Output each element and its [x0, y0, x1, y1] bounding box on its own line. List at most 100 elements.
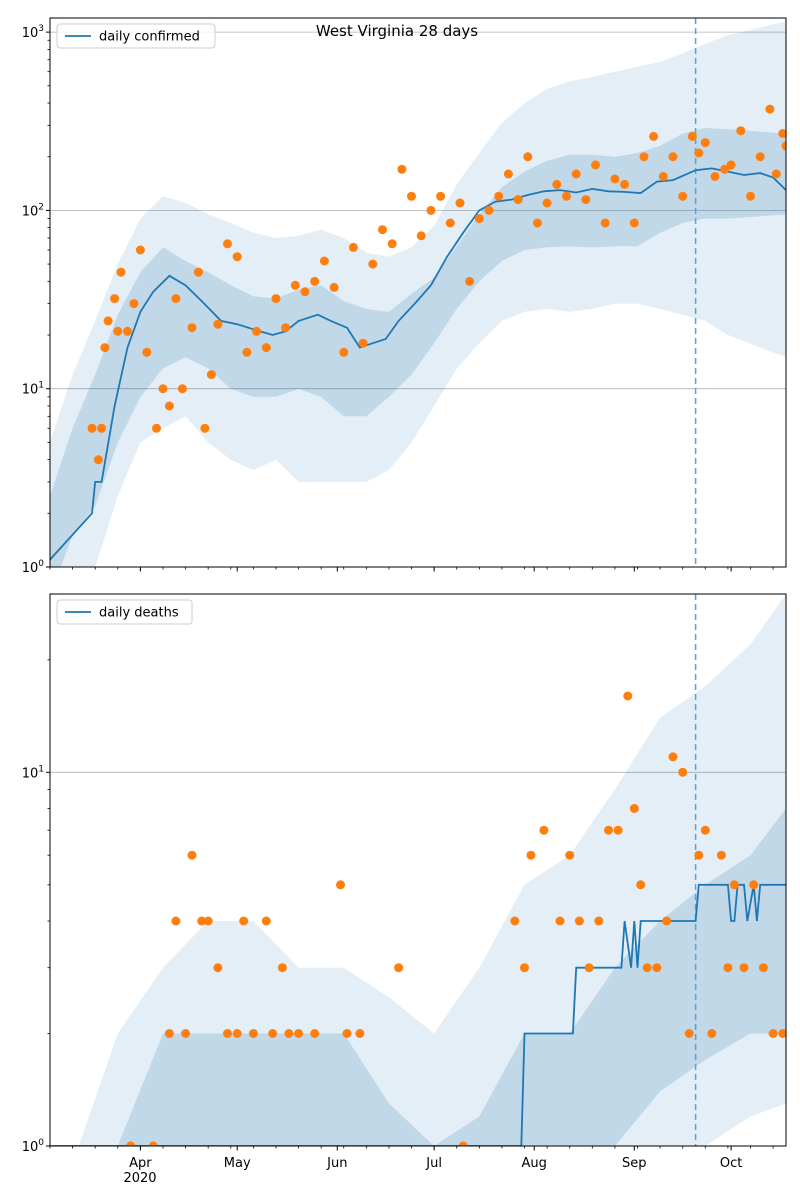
observed-point — [658, 172, 668, 181]
observed-point — [503, 169, 513, 179]
observed-point — [239, 916, 249, 926]
observed-point — [113, 326, 123, 336]
observed-point — [778, 1029, 786, 1038]
observed-point — [261, 343, 271, 353]
observed-point — [707, 1029, 717, 1038]
observed-point — [510, 916, 520, 926]
observed-point — [407, 191, 416, 201]
observed-point — [781, 141, 786, 151]
observed-point — [716, 850, 726, 860]
band-inner — [117, 808, 786, 1146]
observed-point — [126, 1141, 136, 1146]
observed-point — [171, 294, 181, 304]
x-tick-label: Oct — [720, 1156, 742, 1171]
y-tick-label: 101 — [22, 764, 44, 781]
band-outer — [78, 594, 786, 1146]
observed-point — [368, 259, 378, 269]
observed-point — [129, 299, 139, 309]
observed-point — [513, 195, 523, 205]
observed-point — [271, 294, 281, 304]
observed-point — [523, 152, 533, 162]
observed-point — [319, 256, 329, 266]
legend-box — [56, 599, 193, 625]
observed-point — [604, 825, 613, 835]
observed-point — [629, 218, 639, 228]
observed-point — [710, 172, 720, 181]
observed-point — [778, 129, 786, 138]
observed-point — [261, 916, 271, 926]
confirmed-panel: 100 101 102 103 daily confirmed — [22, 17, 787, 576]
plot-area — [50, 594, 786, 1146]
y-tick-label: 102 — [22, 202, 44, 219]
observed-point — [768, 1029, 778, 1038]
observed-point — [355, 1029, 365, 1038]
observed-point — [123, 326, 132, 336]
observed-point — [465, 276, 475, 286]
observed-point — [694, 148, 704, 158]
legend: daily confirmed — [56, 23, 216, 49]
y-tick-label: 100 — [22, 559, 45, 576]
observed-point — [103, 316, 113, 326]
observed-point — [290, 280, 300, 290]
observed-point — [668, 752, 678, 762]
observed-point — [110, 294, 120, 304]
axes-frame — [49, 17, 787, 568]
observed-point — [223, 1029, 232, 1038]
observed-point — [445, 218, 455, 228]
observed-point — [765, 104, 775, 114]
observed-point — [135, 245, 145, 255]
x-tick-label: Apr — [129, 1156, 152, 1171]
observed-point — [620, 179, 630, 189]
observed-point — [268, 1029, 278, 1038]
observed-point — [532, 218, 542, 228]
observed-point — [284, 1029, 294, 1038]
observed-point — [397, 164, 407, 174]
observed-point — [197, 916, 207, 926]
y-tick-label: 100 — [22, 1138, 45, 1155]
observed-point — [758, 963, 768, 973]
observed-point — [171, 916, 181, 926]
observed-point — [639, 152, 649, 162]
observed-point — [642, 963, 652, 973]
band-outer — [50, 21, 786, 567]
observed-point — [252, 326, 262, 336]
observed-point — [203, 916, 213, 926]
observed-point — [394, 963, 404, 973]
observed-point — [152, 423, 161, 433]
observed-point — [755, 152, 765, 162]
observed-point — [571, 169, 581, 179]
observed-point — [177, 384, 187, 394]
observed-point — [542, 198, 552, 208]
observed-point — [416, 231, 426, 241]
observed-point — [181, 1029, 191, 1038]
legend-label: daily deaths — [99, 606, 179, 621]
legend: daily deaths — [56, 599, 193, 625]
observed-point — [668, 152, 678, 162]
observed-point — [436, 191, 446, 201]
observed-point — [158, 384, 168, 394]
observed-point — [581, 195, 591, 205]
observed-point — [213, 319, 223, 329]
observed-point — [148, 1141, 158, 1146]
observed-point — [142, 347, 152, 357]
observed-point — [164, 1029, 174, 1038]
observed-point — [484, 205, 494, 215]
observed-point — [87, 423, 97, 433]
observed-point — [242, 347, 252, 357]
y-tick-label: 103 — [22, 24, 44, 41]
observed-point — [539, 825, 549, 835]
observed-point — [281, 323, 291, 333]
observed-point — [726, 160, 736, 170]
observed-point — [378, 225, 387, 235]
observed-point — [749, 880, 759, 890]
x-tick-label: Aug — [522, 1156, 547, 1171]
observed-point — [552, 179, 562, 189]
observed-point — [662, 916, 672, 926]
observed-point — [520, 963, 529, 973]
observed-point — [678, 191, 688, 201]
observed-point — [294, 1029, 304, 1038]
observed-point — [187, 850, 197, 860]
x-tick-label: Jul — [425, 1156, 442, 1171]
observed-point — [116, 267, 126, 277]
observed-point — [310, 1029, 320, 1038]
